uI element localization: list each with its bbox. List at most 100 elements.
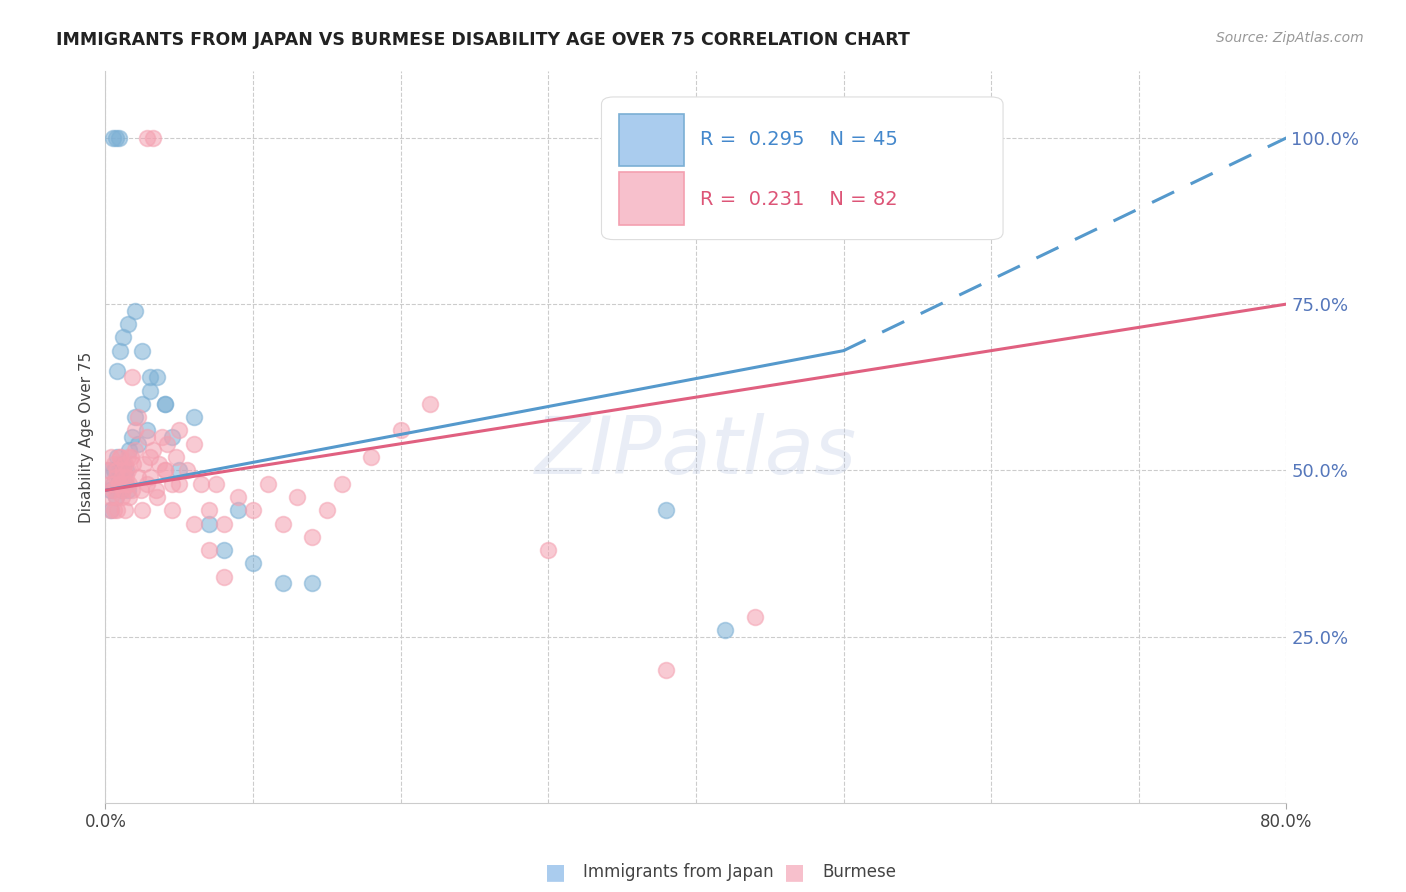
Point (112, 463, 135, 477)
Point (117, 463, 139, 477)
Point (146, 370, 169, 384)
Point (112, 483, 135, 498)
Point (101, 476, 124, 491)
Point (117, 483, 139, 498)
Point (97, 463, 120, 477)
Point (655, 503, 678, 517)
Point (127, 436, 149, 450)
Point (360, 450, 382, 464)
Point (142, 131, 165, 145)
Point (148, 457, 170, 471)
Point (117, 317, 139, 331)
Point (131, 397, 153, 411)
Point (176, 463, 198, 477)
Point (242, 503, 264, 517)
Point (110, 343, 132, 358)
Point (197, 543, 219, 558)
Point (655, 663, 678, 677)
Point (271, 576, 294, 591)
Point (315, 503, 337, 517)
Point (287, 490, 309, 504)
Point (101, 483, 124, 498)
Point (145, 483, 167, 498)
Point (107, 131, 129, 145)
Point (197, 503, 219, 517)
Point (101, 131, 124, 145)
Point (100, 450, 122, 464)
Point (121, 483, 143, 498)
Point (419, 397, 441, 411)
Point (104, 490, 127, 504)
Point (127, 470, 149, 484)
Point (135, 131, 157, 145)
Point (190, 476, 212, 491)
Point (271, 516, 294, 531)
Point (212, 570, 235, 584)
Text: Burmese: Burmese (823, 863, 897, 881)
Point (226, 503, 250, 517)
Text: ■: ■ (785, 863, 804, 882)
Point (256, 476, 278, 491)
Point (100, 503, 122, 517)
Point (107, 470, 129, 484)
Text: IMMIGRANTS FROM JAPAN VS BURMESE DISABILITY AGE OVER 75 CORRELATION CHART: IMMIGRANTS FROM JAPAN VS BURMESE DISABIL… (56, 31, 910, 49)
Point (138, 384, 162, 398)
Point (107, 476, 129, 491)
Point (389, 424, 412, 438)
Point (103, 457, 125, 471)
Point (197, 516, 219, 531)
Point (160, 430, 183, 444)
Point (330, 476, 353, 491)
Point (114, 503, 136, 517)
Point (105, 450, 128, 464)
Point (142, 443, 165, 458)
Point (100, 490, 122, 504)
Point (118, 476, 141, 491)
Text: R =  0.295    N = 45: R = 0.295 N = 45 (700, 130, 897, 149)
Point (98, 503, 121, 517)
Point (301, 576, 323, 591)
Text: ■: ■ (546, 863, 565, 882)
Point (153, 463, 176, 477)
Point (110, 450, 132, 464)
Point (103, 503, 125, 517)
Point (165, 450, 187, 464)
Point (226, 490, 250, 504)
Point (124, 443, 146, 458)
Text: Immigrants from Japan: Immigrants from Japan (583, 863, 775, 881)
Point (111, 470, 134, 484)
Point (135, 476, 157, 491)
Point (107, 476, 129, 491)
Point (150, 430, 173, 444)
Point (122, 457, 145, 471)
Point (121, 370, 143, 384)
Point (131, 343, 153, 358)
Y-axis label: Disability Age Over 75: Disability Age Over 75 (79, 351, 94, 523)
Point (744, 609, 766, 624)
Point (212, 543, 235, 558)
Point (105, 463, 128, 477)
Point (135, 430, 157, 444)
Point (131, 503, 153, 517)
Point (160, 476, 183, 491)
Point (103, 463, 125, 477)
Point (98, 476, 121, 491)
Point (127, 410, 149, 425)
Text: Source: ZipAtlas.com: Source: ZipAtlas.com (1216, 31, 1364, 45)
Point (124, 424, 146, 438)
Point (111, 483, 134, 498)
Point (104, 490, 127, 504)
Point (110, 450, 132, 464)
Point (114, 476, 136, 491)
Point (110, 463, 132, 477)
Point (153, 397, 176, 411)
Point (138, 470, 162, 484)
Point (153, 397, 176, 411)
Point (117, 450, 139, 464)
Point (169, 476, 191, 491)
Point (156, 436, 179, 450)
Point (104, 470, 127, 484)
Point (105, 363, 128, 377)
Bar (619, 172, 685, 225)
Point (120, 450, 142, 464)
